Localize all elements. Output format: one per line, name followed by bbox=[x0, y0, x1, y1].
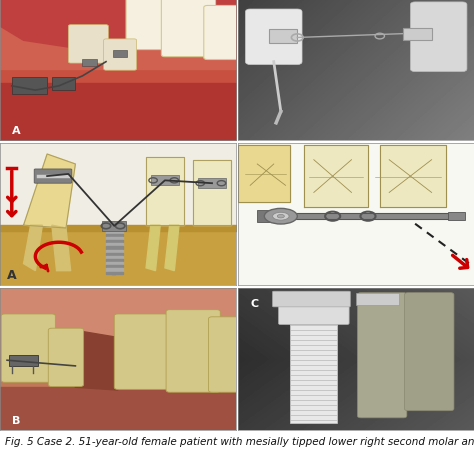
Polygon shape bbox=[106, 272, 122, 274]
Polygon shape bbox=[238, 146, 290, 203]
Polygon shape bbox=[106, 263, 122, 265]
Bar bbox=[82, 60, 97, 67]
FancyBboxPatch shape bbox=[104, 40, 137, 71]
FancyBboxPatch shape bbox=[126, 0, 180, 51]
Polygon shape bbox=[106, 247, 122, 249]
Polygon shape bbox=[106, 269, 122, 271]
Polygon shape bbox=[52, 226, 71, 271]
Bar bbox=[257, 210, 272, 223]
Text: C: C bbox=[250, 298, 258, 308]
Text: A: A bbox=[7, 268, 17, 281]
Bar bbox=[448, 212, 465, 221]
Bar bbox=[403, 29, 432, 41]
Polygon shape bbox=[106, 266, 122, 268]
FancyBboxPatch shape bbox=[52, 78, 75, 91]
FancyBboxPatch shape bbox=[1, 314, 55, 382]
Polygon shape bbox=[0, 387, 236, 430]
Polygon shape bbox=[24, 155, 75, 228]
FancyBboxPatch shape bbox=[357, 293, 407, 418]
FancyBboxPatch shape bbox=[48, 329, 83, 387]
Bar bbox=[9, 355, 38, 366]
Polygon shape bbox=[24, 226, 42, 271]
Polygon shape bbox=[165, 226, 179, 271]
Polygon shape bbox=[193, 160, 231, 226]
Polygon shape bbox=[146, 226, 160, 271]
Ellipse shape bbox=[264, 209, 297, 224]
FancyBboxPatch shape bbox=[246, 10, 302, 66]
Polygon shape bbox=[106, 231, 122, 233]
FancyBboxPatch shape bbox=[209, 317, 239, 392]
FancyBboxPatch shape bbox=[34, 170, 72, 184]
Bar bbox=[269, 30, 297, 44]
Polygon shape bbox=[106, 234, 122, 237]
Polygon shape bbox=[0, 288, 236, 430]
FancyBboxPatch shape bbox=[278, 305, 349, 325]
Polygon shape bbox=[106, 244, 122, 246]
FancyBboxPatch shape bbox=[290, 316, 337, 423]
FancyBboxPatch shape bbox=[204, 6, 239, 61]
FancyBboxPatch shape bbox=[166, 310, 220, 392]
FancyBboxPatch shape bbox=[404, 293, 454, 411]
Polygon shape bbox=[106, 250, 122, 252]
Polygon shape bbox=[0, 231, 236, 285]
Polygon shape bbox=[0, 0, 236, 48]
Bar bbox=[102, 222, 126, 231]
Polygon shape bbox=[106, 241, 122, 243]
Text: B: B bbox=[12, 415, 20, 425]
Polygon shape bbox=[106, 238, 122, 240]
FancyBboxPatch shape bbox=[114, 314, 168, 389]
Ellipse shape bbox=[277, 215, 284, 218]
FancyBboxPatch shape bbox=[273, 292, 350, 307]
Polygon shape bbox=[0, 288, 236, 359]
FancyBboxPatch shape bbox=[12, 78, 47, 95]
Polygon shape bbox=[106, 256, 122, 258]
Text: A: A bbox=[12, 126, 20, 136]
Bar bbox=[151, 176, 179, 186]
Polygon shape bbox=[380, 146, 446, 207]
Polygon shape bbox=[304, 146, 368, 207]
Polygon shape bbox=[106, 253, 122, 255]
Polygon shape bbox=[75, 331, 118, 390]
Ellipse shape bbox=[273, 213, 289, 221]
Bar bbox=[198, 179, 226, 189]
Bar bbox=[113, 51, 127, 58]
FancyBboxPatch shape bbox=[68, 25, 109, 64]
Bar bbox=[356, 293, 399, 305]
Polygon shape bbox=[146, 157, 184, 226]
Bar bbox=[262, 213, 462, 220]
Text: Fig. 5 Case 2. 51-year-old female patient with mesially tipped lower right secon: Fig. 5 Case 2. 51-year-old female patien… bbox=[5, 436, 474, 446]
FancyBboxPatch shape bbox=[410, 3, 467, 72]
FancyBboxPatch shape bbox=[161, 0, 216, 57]
Polygon shape bbox=[106, 259, 122, 262]
